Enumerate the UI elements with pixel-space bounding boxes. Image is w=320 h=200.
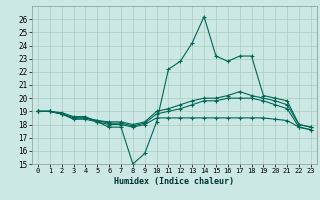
X-axis label: Humidex (Indice chaleur): Humidex (Indice chaleur): [115, 177, 234, 186]
